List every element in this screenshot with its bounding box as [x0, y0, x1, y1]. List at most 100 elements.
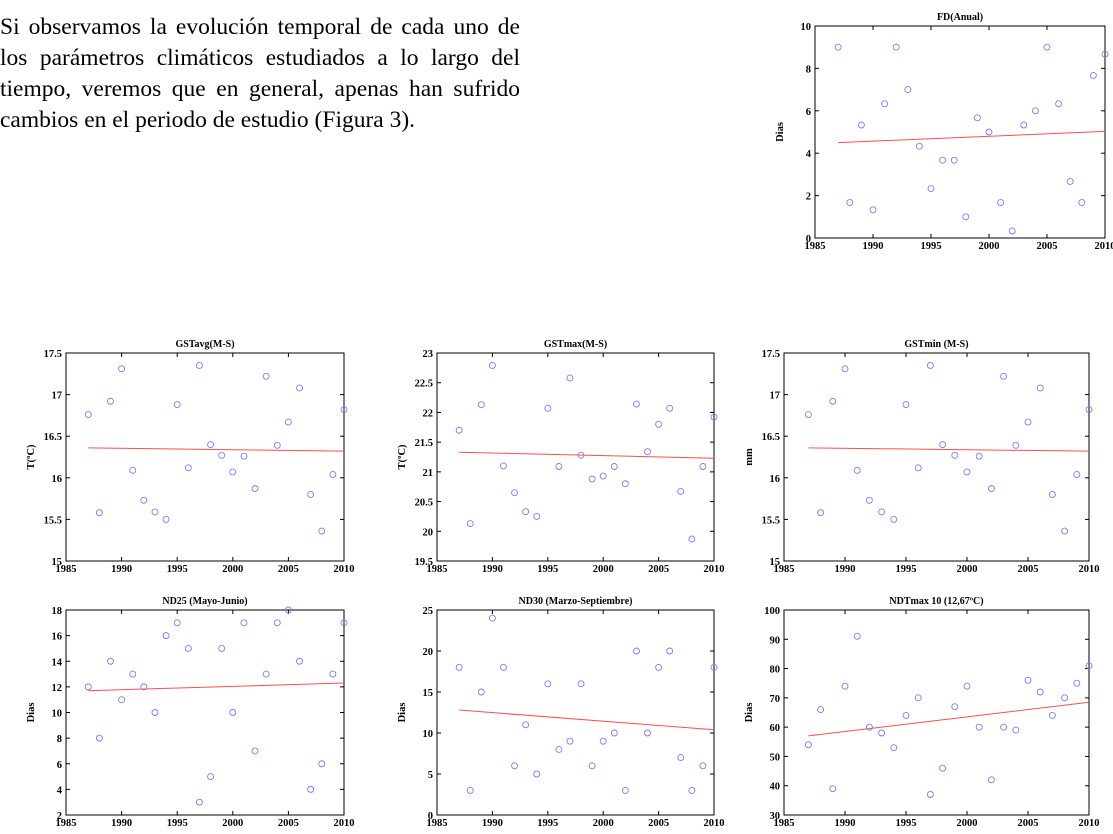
y-tick-label: 50	[770, 752, 781, 763]
data-point	[939, 156, 947, 164]
y-tick-label: 18	[52, 606, 63, 617]
data-point	[666, 647, 674, 655]
data-point	[329, 670, 337, 678]
chart-title: GSTavg(M-S)	[175, 339, 234, 350]
data-point	[466, 520, 474, 528]
data-point	[195, 362, 203, 369]
data-point	[632, 400, 640, 408]
data-point	[1008, 227, 1016, 235]
x-tick-label: 2000	[957, 564, 978, 575]
data-point	[477, 688, 485, 696]
data-point	[902, 711, 910, 719]
chart-title: FD(Anual)	[937, 12, 983, 23]
y-tick-label: 20.5	[415, 498, 433, 509]
y-tick-label: 12	[52, 683, 63, 694]
x-tick-label: 1990	[111, 564, 132, 575]
data-point	[1061, 527, 1069, 535]
x-tick-label: 2000	[593, 564, 614, 575]
chart-title: GSTmin (M-S)	[904, 339, 968, 350]
x-tick-label: 1995	[537, 564, 558, 575]
data-point	[610, 729, 618, 737]
y-tick-label: 40	[770, 782, 781, 793]
x-tick-label: 1995	[167, 564, 188, 575]
data-point	[599, 737, 607, 745]
scatter-plot: GSTmax(M-S) 1985 1990 1995 2000 2005 2010 19.5 2…	[397, 339, 725, 575]
x-tick-label: 2005	[648, 818, 669, 829]
y-tick-label: 100	[764, 606, 780, 617]
data-point	[95, 509, 103, 517]
data-point	[95, 734, 103, 742]
data-point	[926, 362, 934, 369]
data-point	[522, 721, 530, 729]
data-point	[296, 657, 303, 665]
data-point	[926, 791, 934, 798]
y-axis-label: mm	[744, 448, 755, 466]
data-point	[218, 451, 226, 459]
data-point	[677, 488, 685, 495]
data-point	[118, 696, 126, 704]
y-tick-label: 23	[423, 349, 434, 360]
data-point	[151, 709, 159, 716]
data-point	[890, 515, 898, 523]
data-point	[107, 657, 114, 665]
y-tick-label: 8	[57, 734, 62, 745]
y-tick-label: 10	[801, 22, 812, 33]
scatter-plot: FD(Anual) 1985 1990 1995 2000 2005 2010 0 2 4 6 8 10…	[775, 12, 1113, 252]
x-tick-label: 2005	[278, 564, 299, 575]
data-point	[904, 86, 912, 94]
data-point	[1012, 441, 1020, 449]
y-tick-label: 16	[770, 474, 781, 485]
data-point	[1101, 50, 1109, 58]
data-point	[273, 441, 281, 449]
data-point	[853, 632, 861, 640]
y-tick-label: 8	[806, 64, 811, 75]
data-point	[533, 512, 541, 520]
data-point	[477, 401, 485, 409]
x-tick-label: 2000	[957, 818, 978, 829]
data-point	[466, 786, 474, 794]
data-point	[688, 535, 696, 543]
chart-title: NDTmax 10 (12,67ºC)	[889, 596, 983, 607]
data-point	[207, 441, 215, 448]
plot-frame	[436, 352, 715, 562]
x-tick-label: 1985	[427, 564, 448, 575]
y-tick-label: 15	[423, 688, 434, 699]
data-point	[644, 448, 651, 456]
x-tick-label: 2000	[222, 564, 243, 575]
data-point	[1073, 679, 1081, 687]
y-tick-label: 14	[52, 657, 63, 668]
y-tick-label: 22	[423, 408, 434, 419]
data-point	[162, 632, 170, 640]
data-point	[829, 785, 837, 793]
data-point	[939, 441, 947, 448]
data-point	[284, 606, 292, 614]
data-point	[655, 663, 663, 671]
data-point	[1078, 199, 1086, 207]
data-point	[962, 213, 970, 221]
y-tick-label: 21	[423, 468, 434, 479]
y-tick-label: 0	[806, 234, 811, 245]
plot-frame	[814, 25, 1106, 239]
y-tick-label: 19.5	[415, 557, 433, 568]
x-tick-label: 1995	[537, 818, 558, 829]
x-tick-label: 1990	[863, 241, 884, 252]
data-point	[987, 485, 995, 493]
y-tick-label: 90	[770, 635, 781, 646]
x-tick-label: 2005	[278, 818, 299, 829]
data-point	[841, 682, 849, 690]
data-point	[195, 798, 203, 806]
data-point	[632, 647, 640, 655]
y-tick-label: 30	[770, 811, 781, 822]
data-point	[987, 776, 995, 784]
y-tick-label: 16	[52, 632, 63, 643]
x-tick-label: 1985	[805, 241, 826, 252]
data-point	[566, 374, 574, 382]
x-tick-label: 1990	[482, 818, 503, 829]
scatter-plot: NDTmax 10 (12,67ºC) 1985 1990 1995 2000 2005 2…	[744, 596, 1100, 829]
x-tick-label: 1985	[427, 818, 448, 829]
data-point	[1043, 43, 1051, 51]
data-point	[1066, 177, 1074, 185]
trend-line	[88, 682, 345, 692]
plot-frame	[783, 609, 1090, 816]
plot-frame	[65, 352, 345, 562]
